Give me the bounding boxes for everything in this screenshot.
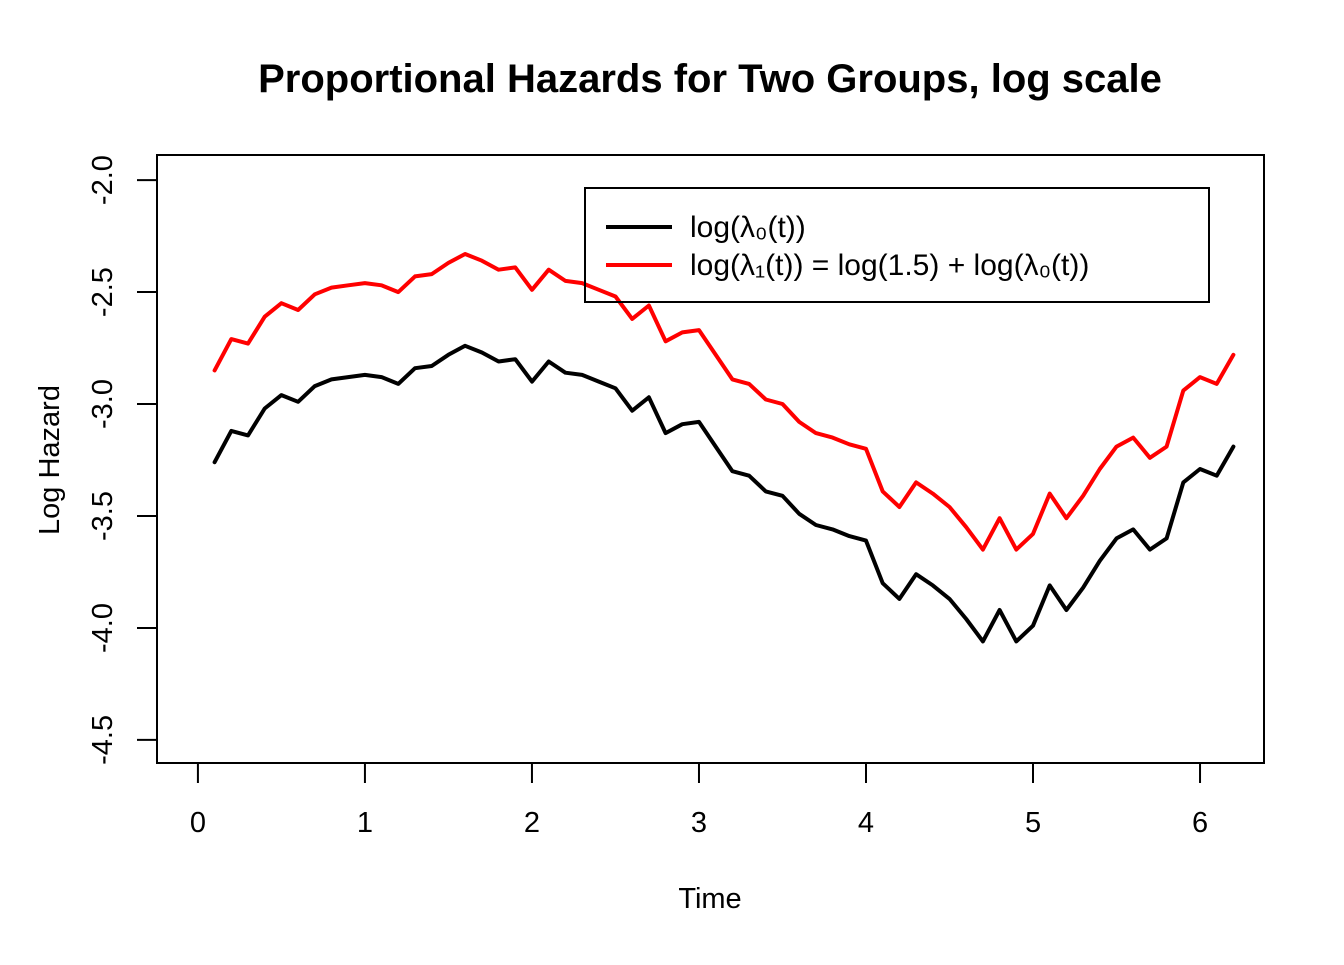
y-tick-label: -4.5	[87, 715, 119, 765]
y-tick-label: -2.0	[87, 155, 119, 205]
x-tick-label: 1	[357, 807, 373, 839]
y-axis-ticks: -4.5 -4.0 -3.5 -3.0 -2.5 -2.0	[87, 155, 157, 765]
x-tick-label: 2	[524, 807, 540, 839]
y-axis-label: Log Hazard	[34, 385, 66, 535]
y-tick-label: -3.0	[87, 379, 119, 429]
legend-box	[584, 187, 1210, 303]
plot-box	[156, 154, 1265, 764]
legend-label-baseline-hazard: log(λ₀(t))	[690, 211, 806, 244]
chart-title: Proportional Hazards for Two Groups, log…	[258, 57, 1162, 101]
x-axis-label: Time	[678, 883, 741, 915]
x-tick-label: 3	[691, 807, 707, 839]
legend: log(λ₀(t)) log(λ₁(t)) = log(1.5) + log(λ…	[584, 187, 1210, 303]
curves-group	[212, 252, 1236, 644]
x-tick-label: 6	[1192, 807, 1208, 839]
x-tick-label: 5	[1025, 807, 1041, 839]
y-tick-label: -2.5	[87, 267, 119, 317]
series-line-0	[212, 343, 1236, 644]
legend-label-group1-hazard: log(λ₁(t)) = log(1.5) + log(λ₀(t))	[690, 249, 1089, 282]
x-tick-label: 4	[858, 807, 874, 839]
x-tick-label: 0	[190, 807, 206, 839]
x-axis-ticks: 0 1 2 3 4 5 6	[190, 763, 1208, 839]
y-tick-label: -3.5	[87, 491, 119, 541]
y-tick-label: -4.0	[87, 603, 119, 653]
series-line-1	[212, 252, 1236, 552]
